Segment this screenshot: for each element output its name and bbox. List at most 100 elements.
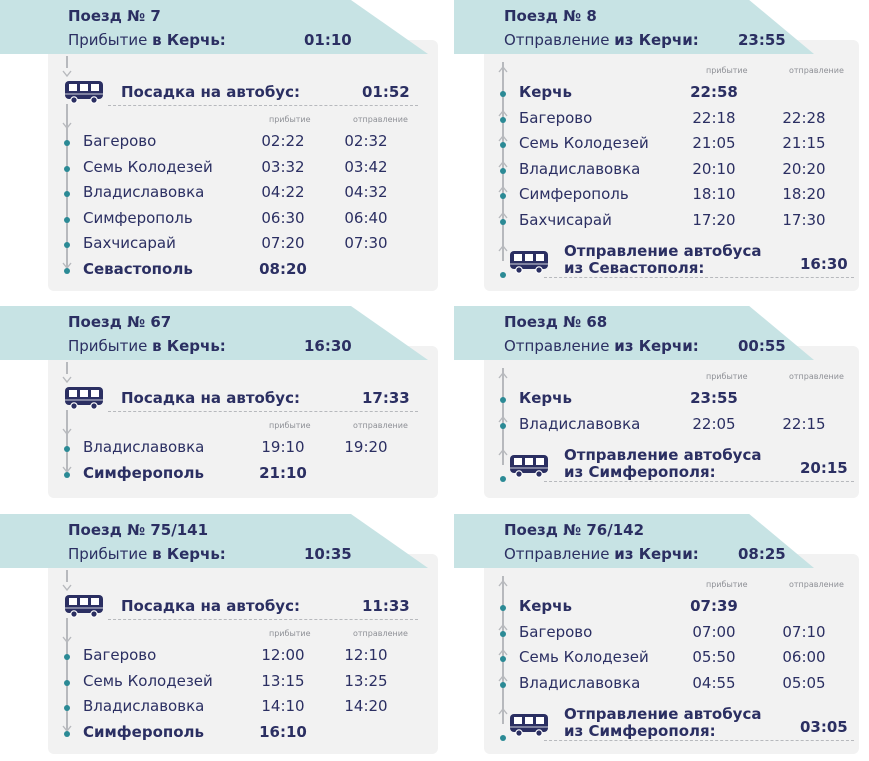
- stop-dot: [500, 142, 506, 148]
- stop-dot: [500, 476, 506, 482]
- stop-departure-time: 14:20: [344, 697, 388, 715]
- stop-dot: [64, 679, 70, 686]
- stop-name: Симферополь: [83, 463, 205, 482]
- train-direction: Отправление из Керчи:: [504, 31, 699, 49]
- arrow-up-icon: [498, 670, 508, 681]
- stop-dot: [500, 218, 506, 225]
- stop-name: Симферополь: [83, 722, 205, 741]
- dashed-separator: [544, 277, 854, 278]
- stop-dot: [500, 681, 506, 688]
- stop-arrival-time: 22:18: [692, 108, 736, 127]
- route-line: [66, 618, 68, 731]
- column-departure: отправление: [789, 66, 844, 75]
- stop-arrival-time: 18:10: [692, 185, 736, 203]
- train-header: [0, 514, 428, 568]
- stop-name: Багерово: [83, 646, 157, 664]
- stop-arrival-time: 06:30: [261, 208, 305, 227]
- direction-prefix: Отправление: [504, 31, 615, 49]
- stop-arrival-time: 08:20: [259, 259, 307, 278]
- dashed-separator: [108, 105, 418, 106]
- bus-departure-place: из Симферополя:: [564, 722, 716, 740]
- train-card: Поезд № 67 Прибытие в Керчь: 16:30 Посадка …: [0, 306, 438, 504]
- route-line: [66, 362, 68, 374]
- train-direction: Отправление из Керчи:: [504, 545, 699, 563]
- stop-arrival-time: 04:22: [261, 183, 305, 201]
- bus-departure-label: Отправление автобуса: [564, 705, 762, 723]
- train-number: Поезд № 8: [504, 7, 597, 25]
- stop-departure-time: 22:15: [782, 414, 826, 433]
- stop-dot: [64, 654, 70, 660]
- stop-departure-time: 07:10: [782, 622, 826, 641]
- train-time: 23:55: [738, 31, 786, 49]
- direction-prefix: Прибытие: [68, 545, 153, 563]
- column-departure: отправление: [353, 629, 408, 638]
- train-header: [0, 0, 428, 54]
- stop-arrival-time: 07:20: [261, 234, 305, 252]
- train-direction: Прибытие в Керчь:: [68, 545, 226, 563]
- stop-departure-time: 03:42: [344, 157, 388, 176]
- column-arrival: прибытие: [269, 421, 311, 430]
- train-time: 01:10: [304, 31, 352, 49]
- dashed-separator: [544, 740, 854, 741]
- stop-departure-time: 19:20: [344, 438, 388, 456]
- column-arrival: прибытие: [706, 372, 748, 381]
- stop-arrival-time: 20:10: [692, 159, 736, 178]
- route-line: [66, 56, 68, 68]
- bus-departure-place: из Симферополя:: [564, 463, 716, 481]
- stop-arrival-time: 05:50: [692, 648, 736, 666]
- stop-name: Владиславовка: [83, 183, 205, 201]
- route-line: [66, 570, 68, 582]
- stop-name: Багерово: [519, 622, 593, 641]
- train-time: 10:35: [304, 545, 352, 563]
- schedule-panel: [48, 346, 438, 498]
- route-line: [66, 410, 68, 472]
- stop-departure-time: 18:20: [782, 185, 826, 203]
- stop-dot: [500, 630, 506, 637]
- arrow-up-icon: [498, 703, 508, 715]
- stop-name: Семь Колодезей: [83, 157, 213, 176]
- bus-departure-time: 03:05: [800, 718, 848, 736]
- stop-dot: [64, 242, 70, 248]
- arrow-down-icon: [62, 254, 72, 269]
- direction-prefix: Отправление: [504, 545, 615, 563]
- schedule-panel: [484, 40, 859, 291]
- stop-arrival-time: 14:10: [261, 697, 305, 715]
- column-departure: отправление: [353, 115, 408, 124]
- stop-arrival-time: 02:22: [261, 132, 305, 150]
- dashed-separator: [544, 481, 854, 482]
- stop-dot: [500, 397, 506, 403]
- stop-name: Владиславовка: [83, 438, 205, 456]
- arrow-up-icon: [498, 130, 508, 142]
- column-departure: отправление: [789, 580, 844, 589]
- stop-arrival-time: 21:05: [692, 134, 736, 152]
- stop-name: Владиславовка: [519, 673, 641, 692]
- train-number: Поезд № 67: [68, 313, 172, 331]
- train-number: Поезд № 75/141: [68, 521, 209, 539]
- arrow-up-icon: [498, 156, 508, 167]
- train-time: 16:30: [304, 337, 352, 355]
- train-card: Поезд № 76/142 Отправление из Керчи: 08:25…: [454, 514, 859, 760]
- train-number: Поезд № 7: [68, 7, 161, 25]
- bus-boarding-time: 11:33: [362, 597, 410, 615]
- stop-name: Владиславовка: [519, 414, 641, 433]
- stop-dot: [500, 116, 506, 123]
- direction-place: из Керчи:: [614, 337, 699, 355]
- stop-name: Семь Колодезей: [519, 648, 649, 666]
- bus-departure-time: 16:30: [800, 255, 848, 273]
- bus-icon: [64, 386, 104, 410]
- stop-dot: [500, 605, 506, 611]
- stop-dot: [64, 730, 70, 737]
- dashed-separator: [108, 619, 418, 620]
- train-header: [0, 306, 428, 360]
- stop-departure-time: 13:25: [344, 671, 388, 690]
- stop-arrival-time: 22:58: [690, 83, 738, 101]
- stop-departure-time: 06:40: [344, 208, 388, 227]
- train-card: Поезд № 7 Прибытие в Керчь: 01:10 Посадка н…: [0, 0, 438, 297]
- stop-arrival-time: 13:15: [261, 671, 305, 690]
- dashed-separator: [108, 411, 418, 412]
- bus-icon: [64, 80, 104, 104]
- stop-dot: [64, 216, 70, 223]
- direction-place: в Керчь:: [152, 545, 226, 563]
- stop-dot: [64, 267, 70, 274]
- train-card: Поезд № 75/141 Прибытие в Керчь: 10:35 Поса…: [0, 514, 438, 760]
